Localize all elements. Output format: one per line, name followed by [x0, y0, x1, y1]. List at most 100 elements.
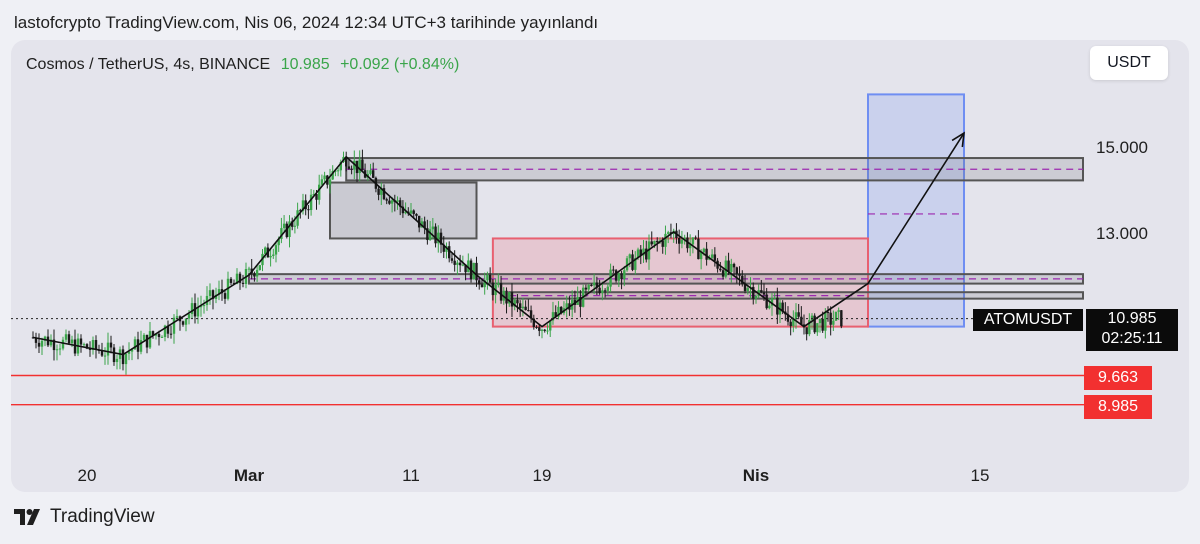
- candle-body: [361, 159, 364, 171]
- candle-body: [417, 215, 421, 228]
- candle-body: [688, 244, 692, 249]
- candle-body: [399, 200, 402, 207]
- candle-body: [40, 340, 44, 347]
- candle-body: [358, 159, 361, 174]
- candle-body: [792, 319, 795, 327]
- symbol-badge: ATOMUSDT: [973, 309, 1083, 331]
- candle-body: [532, 318, 536, 327]
- candle-body: [199, 306, 203, 308]
- candle-body: [109, 342, 113, 348]
- candle-body: [154, 333, 158, 336]
- candle-body: [385, 199, 388, 201]
- candle-body: [264, 247, 267, 254]
- candle-body: [702, 248, 706, 253]
- candle-body: [694, 237, 697, 239]
- candle-body: [272, 254, 275, 256]
- candle-body: [699, 252, 703, 260]
- candle-body: [202, 305, 206, 307]
- candle-body: [428, 229, 432, 241]
- candle-body: [223, 293, 227, 299]
- candle-body: [554, 312, 557, 317]
- candle-body: [415, 213, 418, 216]
- candle-body: [768, 305, 771, 309]
- candle-body: [181, 321, 185, 325]
- level-badge-8985: 8.985: [1084, 395, 1152, 419]
- candle-body: [85, 344, 89, 349]
- candle-body: [743, 284, 747, 291]
- candle-body: [467, 260, 470, 273]
- candle-body: [127, 351, 131, 354]
- currency-button[interactable]: USDT: [1090, 46, 1168, 80]
- candle-body: [172, 317, 176, 334]
- candle-body: [401, 206, 405, 214]
- time-label-mar: Mar: [233, 466, 265, 485]
- bar-countdown: 02:25:11: [1101, 330, 1163, 347]
- candle-body: [336, 170, 340, 172]
- candle-body: [255, 269, 259, 277]
- time-label-nis: Nis: [742, 466, 770, 485]
- candle-body: [67, 334, 71, 344]
- candle-body: [94, 340, 98, 350]
- candle-body: [388, 200, 391, 204]
- candle-body: [735, 267, 738, 274]
- candle-body: [247, 268, 251, 270]
- candle-body: [773, 297, 776, 299]
- candle-body: [508, 292, 511, 304]
- chart-card[interactable]: [11, 40, 1189, 492]
- candle-body: [372, 170, 375, 178]
- candle-body: [353, 160, 356, 170]
- candle-body: [824, 312, 827, 331]
- candle-body: [634, 258, 637, 270]
- candle-body: [88, 348, 92, 350]
- candle-body: [214, 294, 218, 299]
- candle-body: [79, 338, 83, 345]
- candle-body: [315, 194, 318, 200]
- candle-body: [832, 320, 835, 325]
- candle-body: [49, 339, 53, 346]
- candle-body: [453, 260, 456, 265]
- projection-path: [32, 132, 965, 356]
- candle-body: [505, 290, 508, 304]
- candle-body: [816, 323, 819, 333]
- candle-body: [691, 237, 695, 245]
- candle-body: [288, 221, 291, 238]
- candle-body: [431, 226, 435, 230]
- candle-body: [100, 350, 104, 356]
- candle-body: [130, 349, 134, 352]
- current-price-badge: 10.985 02:25:11: [1086, 309, 1178, 351]
- candle-body: [307, 209, 310, 211]
- candle-body: [291, 221, 294, 227]
- candle-body: [592, 282, 596, 286]
- time-label-15: 15: [970, 466, 990, 485]
- candle-body: [727, 260, 730, 272]
- candle-body: [584, 287, 588, 290]
- footer-brand: TradingView: [14, 506, 155, 528]
- candle-body: [445, 246, 448, 252]
- candle-body: [480, 284, 484, 288]
- candle-body: [205, 295, 209, 306]
- candle-body: [746, 288, 749, 291]
- candle-body: [312, 194, 315, 196]
- candle-body: [299, 210, 302, 212]
- candle-body: [499, 283, 503, 301]
- candle-body: [238, 273, 242, 283]
- candle-body: [603, 290, 607, 292]
- candle-body: [350, 168, 353, 170]
- candle-body: [518, 303, 522, 309]
- candle-body: [527, 310, 530, 312]
- candle-body: [639, 249, 642, 256]
- candle-body: [724, 260, 728, 277]
- level-badge-9663: 9.663: [1084, 366, 1152, 390]
- candle-body: [781, 302, 784, 312]
- projection-arrowhead: [951, 131, 965, 148]
- candle-body: [169, 333, 173, 335]
- candle-body: [510, 292, 514, 307]
- candle-body: [765, 294, 768, 309]
- candle-body: [184, 318, 188, 325]
- candle-body: [560, 306, 563, 314]
- candle-body: [620, 273, 623, 280]
- candle-body: [55, 349, 59, 351]
- time-label-19: 19: [532, 466, 552, 485]
- candle-body: [91, 340, 95, 350]
